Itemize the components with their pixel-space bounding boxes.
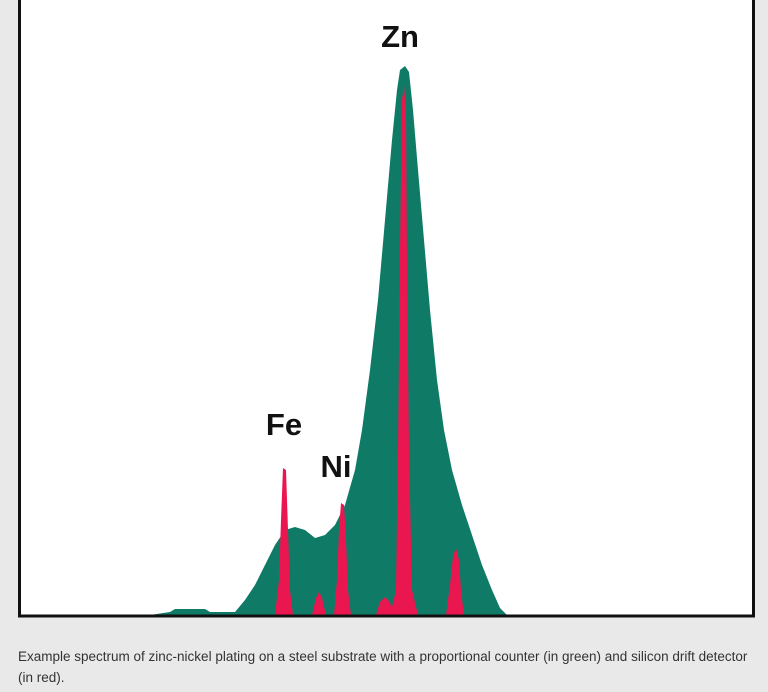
proportional-counter-spectrum	[150, 66, 507, 615]
ni-peak	[334, 503, 351, 615]
peak-label: Fe	[266, 407, 302, 442]
zn-peak	[390, 85, 418, 615]
small-peak	[376, 597, 393, 615]
fe-peak	[275, 468, 293, 615]
small-peak	[312, 592, 326, 615]
peak-label: Zn	[381, 19, 419, 54]
peak-label: Ni	[321, 449, 352, 484]
silicon-drift-spectrum	[275, 85, 464, 615]
zn-beta-peak	[446, 548, 464, 615]
spectrum-figure: Fe Ni Zn	[18, 0, 755, 618]
figure-caption: Example spectrum of zinc-nickel plating …	[18, 649, 748, 685]
